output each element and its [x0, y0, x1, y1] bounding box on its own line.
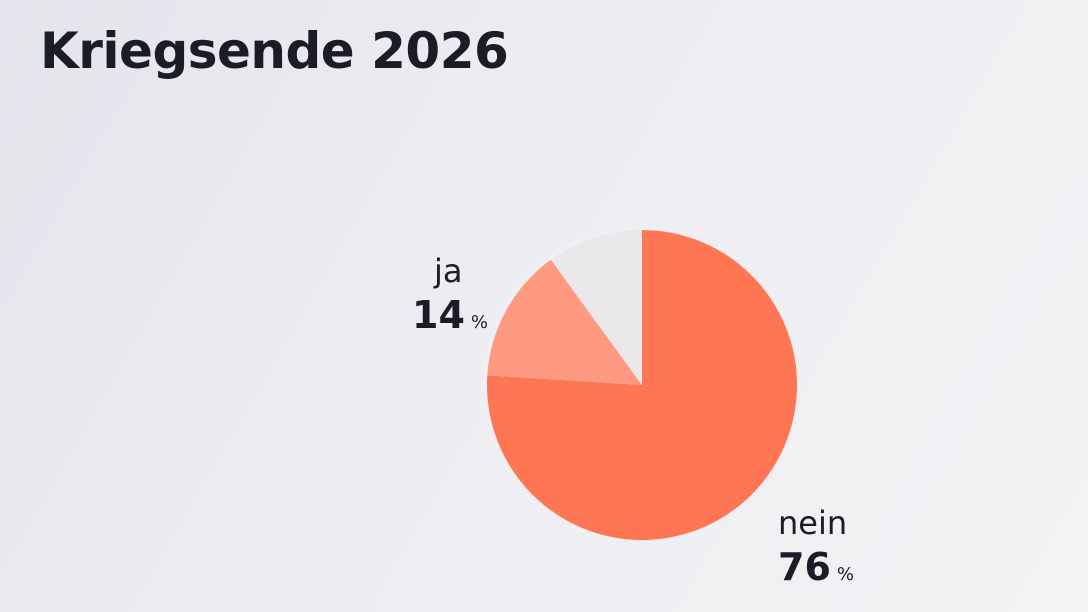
slice-value-ja-unit: % [470, 312, 488, 334]
slice-value-nein-unit: % [836, 564, 854, 586]
callout-ja: ja 14% [412, 252, 488, 338]
slice-label-nein: nein [778, 504, 848, 542]
slice-value-ja-number: 14 [412, 293, 465, 338]
pie-slice-ja [487, 259, 642, 385]
chart-title: Kriegsende 2026 [40, 22, 509, 80]
slice-value-nein-number: 76 [778, 545, 831, 590]
slice-value-nein: 76% [778, 545, 854, 590]
callout-nein: nein 76% [778, 504, 854, 590]
slice-label-ja: ja [434, 252, 463, 290]
slice-value-ja: 14% [412, 293, 488, 338]
pie-slice-rest [550, 230, 642, 385]
